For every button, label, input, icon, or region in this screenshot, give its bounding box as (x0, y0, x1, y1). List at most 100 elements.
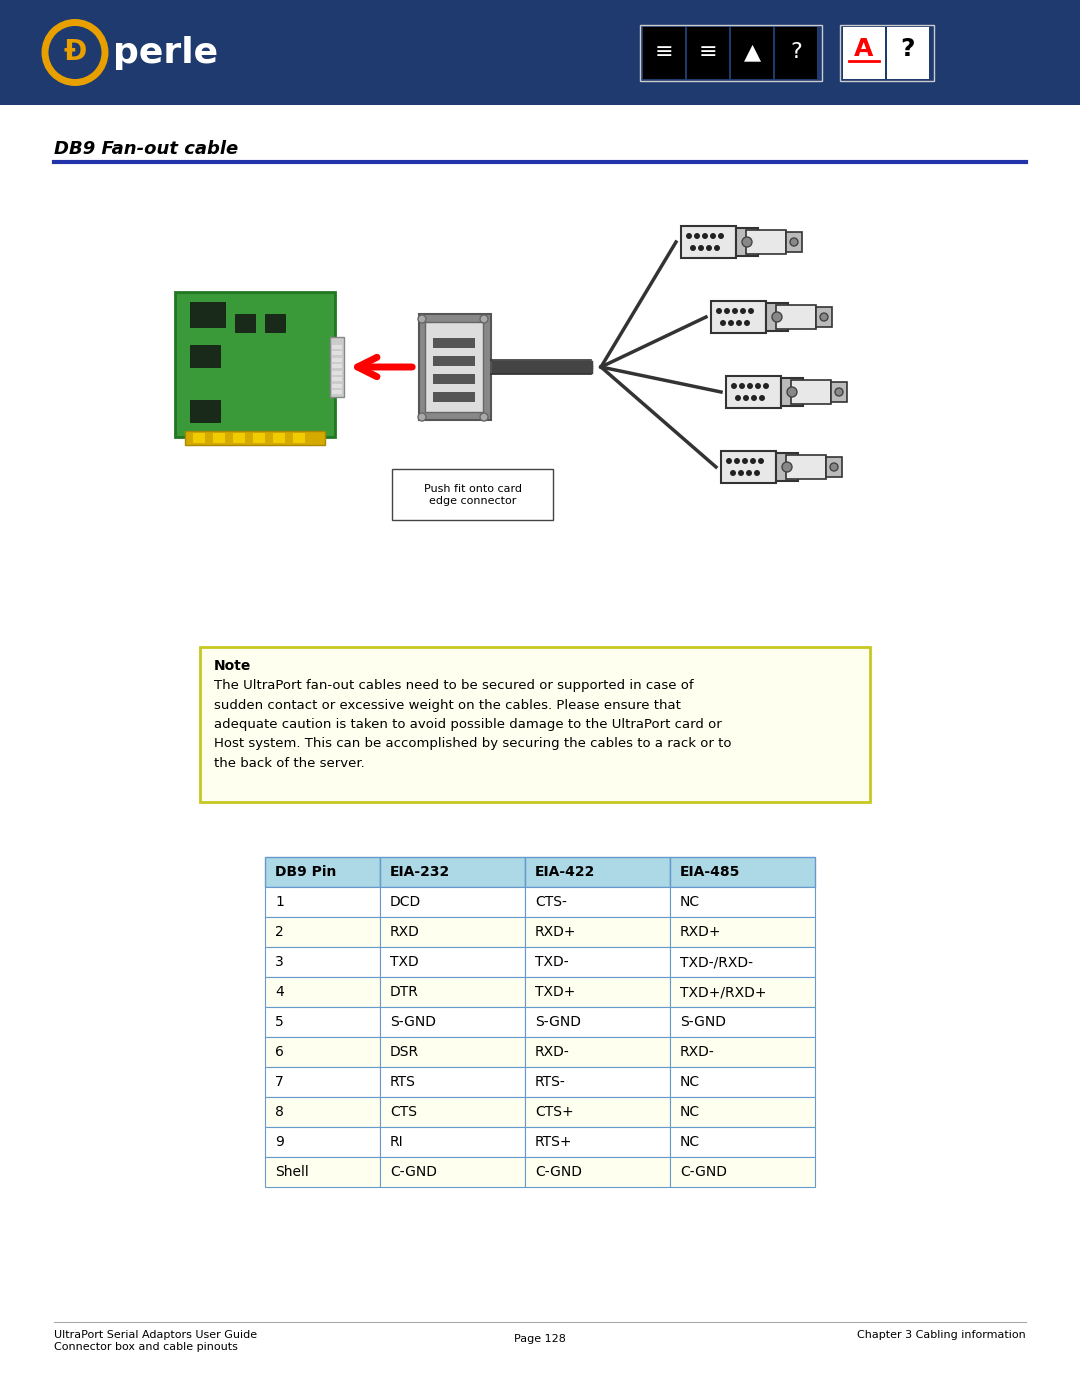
Text: S-GND: S-GND (535, 1016, 581, 1030)
Bar (332, 351, 342, 355)
Circle shape (480, 414, 488, 420)
Circle shape (759, 395, 765, 401)
Circle shape (740, 307, 746, 314)
Circle shape (748, 307, 754, 314)
Bar (670, 947, 815, 977)
Bar (330, 337, 345, 397)
Circle shape (726, 458, 732, 464)
Bar (791, 380, 831, 404)
Bar (265, 1157, 380, 1187)
Bar (670, 1157, 815, 1187)
Bar (670, 856, 815, 887)
Text: DCD: DCD (390, 895, 421, 909)
FancyBboxPatch shape (392, 469, 553, 520)
Bar (190, 400, 220, 422)
Bar (746, 231, 786, 254)
Text: The UltraPort fan-out cables need to be secured or supported in case of
sudden c: The UltraPort fan-out cables need to be … (214, 679, 731, 770)
Bar (380, 887, 525, 916)
Text: Push fit onto card: Push fit onto card (423, 483, 522, 493)
Text: 4: 4 (275, 985, 284, 999)
Text: 2: 2 (275, 925, 284, 939)
Bar (525, 1097, 670, 1127)
Bar (433, 374, 475, 384)
Bar (726, 376, 781, 408)
Text: 8: 8 (275, 1105, 284, 1119)
Circle shape (734, 458, 740, 464)
Text: edge connector: edge connector (429, 496, 516, 507)
Text: 9: 9 (275, 1134, 284, 1148)
Text: ▲: ▲ (743, 42, 760, 63)
Bar (235, 314, 255, 332)
Bar (816, 307, 832, 327)
Text: RXD+: RXD+ (680, 925, 721, 939)
Circle shape (714, 244, 720, 251)
Circle shape (698, 244, 704, 251)
Bar (175, 292, 335, 437)
Text: DB9 Fan-out cable: DB9 Fan-out cable (54, 140, 239, 158)
Bar (777, 453, 798, 481)
Circle shape (754, 469, 760, 476)
Circle shape (782, 462, 792, 472)
Text: Note: Note (214, 659, 252, 673)
Bar (265, 1097, 380, 1127)
Bar (735, 228, 758, 256)
Text: 6: 6 (275, 1045, 284, 1059)
Bar (265, 916, 380, 947)
Bar (843, 27, 885, 78)
Bar (332, 377, 342, 381)
Bar (265, 856, 380, 887)
Circle shape (772, 312, 782, 321)
Bar (380, 947, 525, 977)
Text: 1: 1 (275, 895, 284, 909)
Bar (332, 358, 342, 362)
Bar (332, 390, 342, 394)
Bar (332, 365, 342, 367)
Bar (687, 27, 729, 78)
Bar (525, 1157, 670, 1187)
Text: TXD+: TXD+ (535, 985, 576, 999)
Text: TXD-/RXD-: TXD-/RXD- (680, 956, 753, 970)
Bar (433, 393, 475, 402)
Text: 5: 5 (275, 1016, 284, 1030)
Bar (681, 226, 735, 258)
Bar (887, 27, 929, 78)
Bar (380, 916, 525, 947)
Bar (253, 433, 265, 443)
Text: RXD+: RXD+ (535, 925, 577, 939)
Text: TXD-: TXD- (535, 956, 569, 970)
Circle shape (710, 233, 716, 239)
Bar (293, 433, 305, 443)
Bar (711, 300, 766, 332)
Bar (781, 379, 804, 407)
Circle shape (820, 313, 828, 321)
Circle shape (758, 458, 764, 464)
Circle shape (480, 314, 488, 323)
Text: C-GND: C-GND (535, 1165, 582, 1179)
Text: NC: NC (680, 1105, 700, 1119)
Text: DTR: DTR (390, 985, 419, 999)
Text: EIA-232: EIA-232 (390, 865, 450, 879)
Text: RTS: RTS (390, 1076, 416, 1090)
Circle shape (706, 244, 712, 251)
Circle shape (789, 237, 798, 246)
Text: Ð: Ð (64, 39, 86, 67)
Bar (332, 345, 342, 348)
Text: Shell: Shell (275, 1165, 309, 1179)
Text: Chapter 3 Cabling information: Chapter 3 Cabling information (858, 1330, 1026, 1340)
Bar (332, 370, 342, 374)
Circle shape (744, 320, 750, 326)
Bar (670, 1067, 815, 1097)
Circle shape (747, 383, 753, 388)
Circle shape (716, 307, 723, 314)
Text: DB9 Pin: DB9 Pin (275, 865, 336, 879)
Circle shape (831, 462, 838, 471)
Text: TXD+/RXD+: TXD+/RXD+ (680, 985, 767, 999)
Text: Page 128: Page 128 (514, 1334, 566, 1344)
Bar (670, 1007, 815, 1037)
Bar (786, 455, 826, 479)
Circle shape (742, 237, 752, 247)
Text: ?: ? (901, 36, 915, 60)
Bar (433, 338, 475, 348)
Bar (643, 27, 685, 78)
Circle shape (418, 414, 426, 420)
